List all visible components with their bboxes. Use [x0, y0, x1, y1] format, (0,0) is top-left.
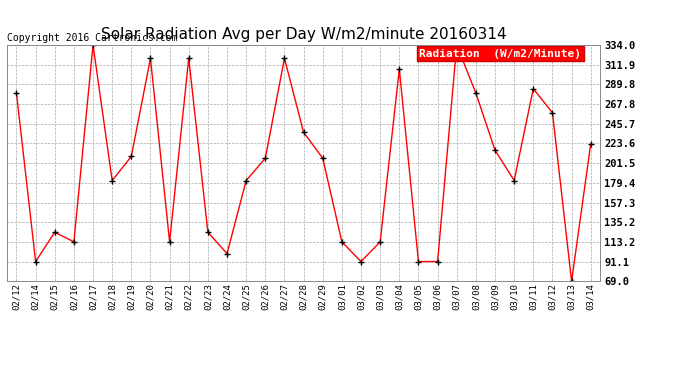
Title: Solar Radiation Avg per Day W/m2/minute 20160314: Solar Radiation Avg per Day W/m2/minute … [101, 27, 506, 42]
Text: Copyright 2016 Cartronics.com: Copyright 2016 Cartronics.com [7, 33, 177, 43]
Text: Radiation  (W/m2/Minute): Radiation (W/m2/Minute) [420, 48, 581, 58]
